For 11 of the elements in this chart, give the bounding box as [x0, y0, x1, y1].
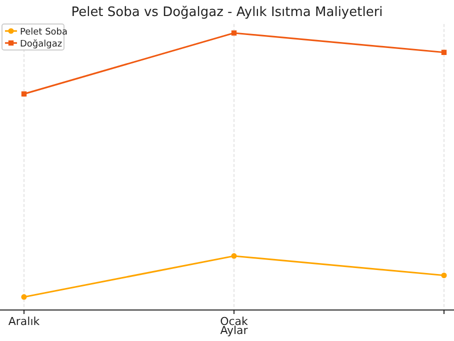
chart-title: Pelet Soba vs Doğalgaz - Aylık Isıtma Maliyetleri — [71, 5, 383, 20]
point — [441, 50, 447, 55]
point — [231, 253, 237, 259]
x-axis-title: Aylar — [220, 324, 248, 337]
point — [441, 272, 447, 278]
legend-label: Doğalgaz — [20, 38, 62, 50]
x-tick-label: Aralık — [8, 315, 40, 328]
legend-label: Pelet Soba — [20, 28, 68, 38]
point — [231, 30, 237, 36]
point — [21, 91, 27, 97]
point — [21, 294, 27, 300]
